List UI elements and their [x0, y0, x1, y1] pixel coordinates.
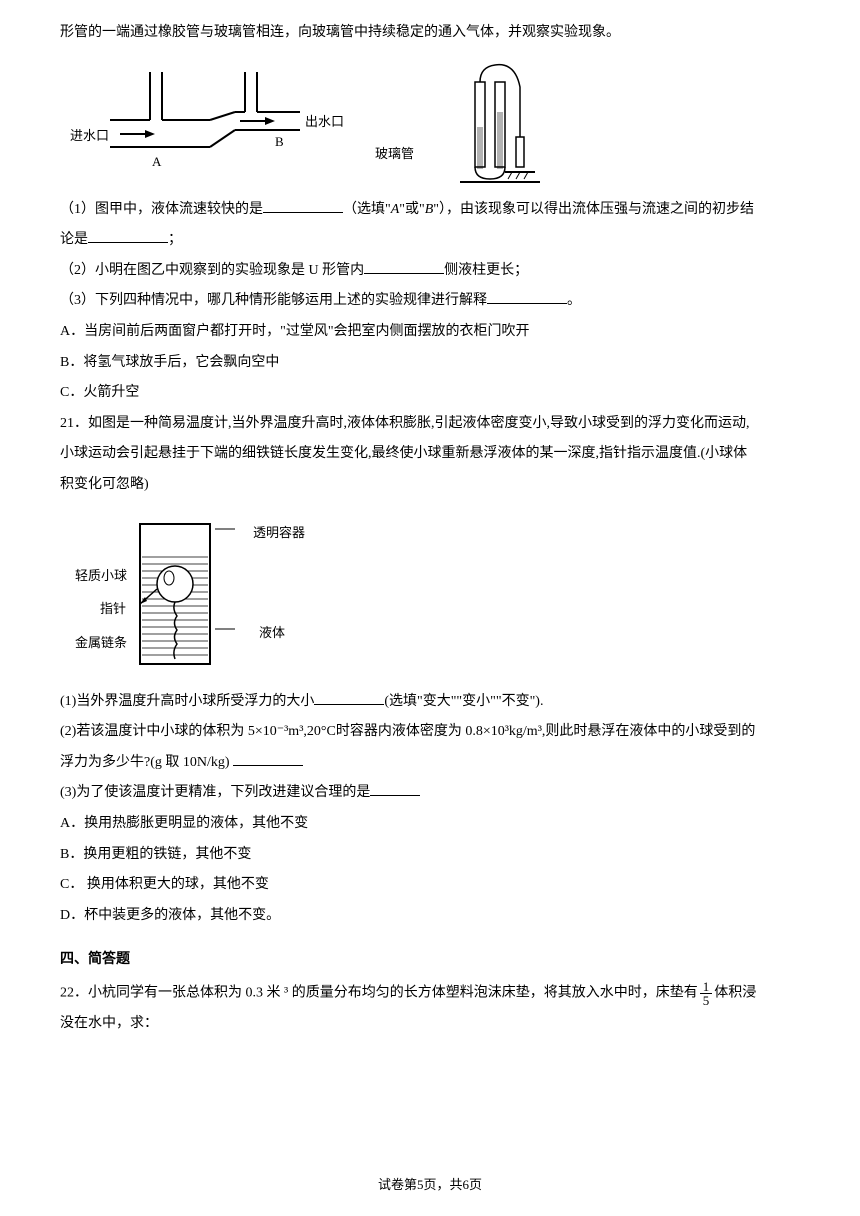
q21-option-b: B．换用更粗的铁链，其他不变 — [60, 842, 800, 869]
section-4-title: 四、简答题 — [60, 947, 800, 974]
q21-stem1: 21．如图是一种简易温度计,当外界温度升高时,液体体积膨胀,引起液体密度变小,导… — [60, 411, 800, 438]
opt-b-italic: B — [425, 202, 434, 217]
inlet-label: 进水口 — [70, 124, 109, 149]
q1p1-a: （1）图甲中，液体流速较快的是 — [60, 202, 263, 217]
q22-line2: 没在水中，求： — [60, 1011, 800, 1038]
q1-option-b: B．将氢气球放手后，它会飘向空中 — [60, 350, 800, 377]
blank-3[interactable] — [364, 260, 444, 274]
figure-utube: 玻璃管 — [420, 57, 540, 187]
q21-stem3: 积变化可忽略) — [60, 472, 800, 499]
fraction-1-5: 15 — [700, 980, 713, 1007]
figure-thermometer: 透明容器 轻质小球 指针 金属链条 液体 — [80, 509, 310, 679]
q1-option-a: A．当房间前后两面窗户都打开时，"过堂风"会把室内侧面摆放的衣柜门吹开 — [60, 319, 800, 346]
q1-part3: （3）下列四种情况中，哪几种情形能够运用上述的实验规律进行解释 。 — [60, 288, 800, 315]
intro-text: 形管的一端通过橡胶管与玻璃管相连，向玻璃管中持续稳定的通入气体，并观察实验现象。 — [60, 20, 800, 47]
q1p3-a: （3）下列四种情况中，哪几种情形能够运用上述的实验规律进行解释 — [60, 293, 487, 308]
liquid-label: 液体 — [259, 621, 285, 646]
q22-a: 22．小杭同学有一张总体积为 0.3 米 ³ 的质量分布均匀的长方体塑料泡沫床垫… — [60, 986, 698, 1001]
q21-p2a: (2)若该温度计中小球的体积为 5×10⁻³m³,20°C时容器内液体密度为 0… — [60, 719, 800, 746]
frac-den: 5 — [700, 994, 713, 1007]
q21-option-c: C． 换用体积更大的球，其他不变 — [60, 872, 800, 899]
container-label: 透明容器 — [253, 521, 305, 546]
q21-stem2: 小球运动会引起悬挂于下端的细铁链长度发生变化,最终使小球重新悬浮液体的某一深度,… — [60, 441, 800, 468]
blank-2[interactable] — [88, 229, 168, 243]
q21-p3: (3)为了使该温度计更精准，下列改进建议合理的是 — [60, 780, 800, 807]
page-footer: 试卷第5页，共6页 — [0, 1173, 860, 1198]
chain-label: 金属链条 — [75, 631, 127, 656]
q1-part1: （1）图甲中，液体流速较快的是 （选填"A"或"B"），由该现象可以得出流体压强与… — [60, 197, 800, 224]
q22-line1: 22．小杭同学有一张总体积为 0.3 米 ³ 的质量分布均匀的长方体塑料泡沫床垫… — [60, 980, 800, 1007]
blank-6[interactable] — [233, 752, 303, 766]
blank-4[interactable] — [487, 290, 567, 304]
q1p1-d: "），由该现象可以得出流体压强与流速之间的初步结 — [433, 202, 754, 217]
q1p3-b: 。 — [567, 293, 581, 308]
q1p2-b: 侧液柱更长； — [444, 263, 528, 278]
blank-1[interactable] — [263, 199, 343, 213]
ball-label: 轻质小球 — [75, 564, 127, 589]
figure-venturi: 进水口 出水口 A B — [80, 62, 360, 182]
q1p2-a: （2）小明在图乙中观察到的实验现象是 U 形管内 — [60, 263, 364, 278]
q21p3: (3)为了使该温度计更精准，下列改进建议合理的是 — [60, 785, 370, 800]
glass-tube-label: 玻璃管 — [375, 142, 414, 167]
q1-part2: （2）小明在图乙中观察到的实验现象是 U 形管内 侧液柱更长； — [60, 258, 800, 285]
figures-container: 进水口 出水口 A B 玻璃管 — [80, 57, 800, 187]
q1p1-e: 论是 — [60, 232, 88, 247]
q21-option-d: D．杯中装更多的液体，其他不变。 — [60, 903, 800, 930]
q1-option-c: C．火箭升空 — [60, 380, 800, 407]
q1p1-f: ； — [168, 232, 182, 247]
q21-p2b: 浮力为多少牛?(g 取 10N/kg) — [60, 750, 800, 777]
blank-5[interactable] — [314, 691, 384, 705]
label-a: A — [152, 150, 161, 175]
blank-7[interactable] — [370, 782, 420, 796]
q1p1-c: "或" — [399, 202, 424, 217]
q21p1-b: (选填"变大""变小""不变"). — [384, 694, 543, 709]
pointer-label: 指针 — [100, 597, 126, 622]
frac-num: 1 — [700, 980, 713, 994]
q1p1-b: （选填" — [343, 202, 391, 217]
q21-p1: (1)当外界温度升高时小球所受浮力的大小 (选填"变大""变小""不变"). — [60, 689, 800, 716]
outlet-label: 出水口 — [305, 110, 344, 135]
q21p1-a: (1)当外界温度升高时小球所受浮力的大小 — [60, 694, 314, 709]
q22-b: 体积浸 — [714, 986, 756, 1001]
q1-part1-cont: 论是 ； — [60, 227, 800, 254]
q21-option-a: A．换用热膨胀更明显的液体，其他不变 — [60, 811, 800, 838]
label-b: B — [275, 130, 284, 155]
opt-a-italic: A — [391, 202, 400, 217]
q21p2-b: 浮力为多少牛?(g 取 10N/kg) — [60, 755, 230, 770]
